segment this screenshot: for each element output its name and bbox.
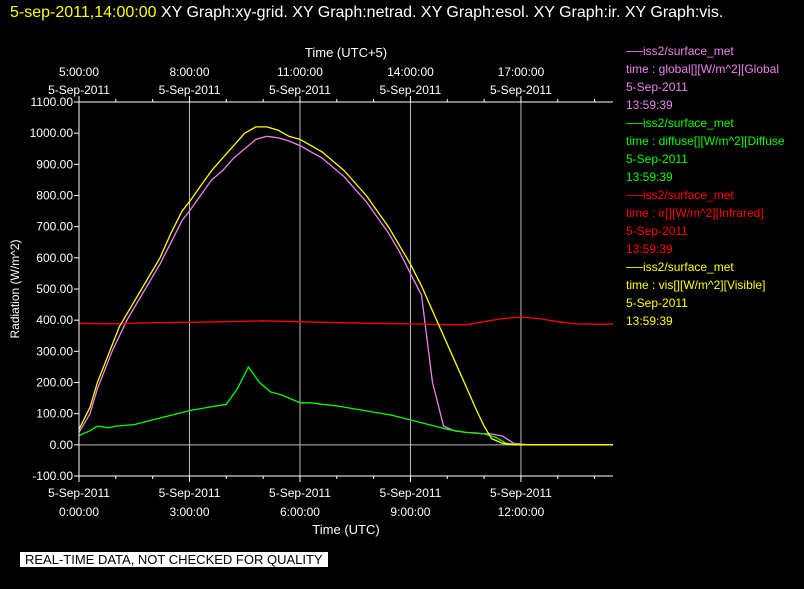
y-tick-label: 700.00	[36, 220, 73, 234]
x2-axis-title: Time (UTC+5)	[305, 45, 387, 60]
series-line-diffuse	[78, 366, 613, 446]
x-tick-label-date: 5-Sep-2011	[159, 486, 221, 500]
legend-time: 13:59:39	[626, 314, 673, 328]
x-tick-label-time: 12:00:00	[498, 505, 545, 519]
legend-item-global: ──iss2/surface_met time : global[][W/m^2…	[626, 42, 804, 114]
x2-tick-label-time: 5:00:00	[59, 65, 99, 79]
y-tick-label: 600.00	[36, 251, 73, 265]
series-lines	[78, 126, 613, 446]
y-tick-label: 0.00	[50, 438, 74, 452]
legend-time: 13:59:39	[626, 98, 673, 112]
x-tick-label-date: 5-Sep-2011	[380, 486, 442, 500]
legend-variable: time : vis[][W/m^2][Visible]	[626, 278, 766, 292]
legend-item-ir: ──iss2/surface_met time : ir[][W/m^2][In…	[626, 186, 804, 258]
legend-time: 13:59:39	[626, 170, 673, 184]
legend-date: 5-Sep-2011	[626, 296, 688, 310]
x2-tick-label-date: 5-Sep-2011	[48, 83, 110, 97]
series-line-global	[78, 135, 613, 446]
y-tick-label: 800.00	[36, 189, 73, 203]
legend-source: ──iss2/surface_met	[626, 44, 734, 58]
legend-time: 13:59:39	[626, 242, 673, 256]
axes	[74, 96, 613, 482]
y-tick-label: 300.00	[36, 344, 73, 358]
y-tick-label: 900.00	[36, 157, 73, 171]
x-tick-label-time: 6:00:00	[280, 505, 320, 519]
legend-item-vis: ──iss2/surface_met time : vis[][W/m^2][V…	[626, 258, 804, 330]
series-line-vis	[78, 126, 613, 446]
legend-source: ──iss2/surface_met	[626, 188, 734, 202]
legend-date: 5-Sep-2011	[626, 224, 688, 238]
x2-tick-label-time: 11:00:00	[277, 65, 323, 79]
x2-tick-label-time: 14:00:00	[387, 65, 434, 79]
legend-source: ──iss2/surface_met	[626, 116, 734, 130]
axis-labels: -100.00 0.00 100.00 200.00 300.00 400.00 500.0…	[8, 45, 552, 537]
title-timestamp: 5-sep-2011,14:00:00	[10, 4, 157, 21]
x-axis-title: Time (UTC)	[312, 522, 379, 537]
y-tick-label: -100.00	[32, 469, 73, 483]
grid-lines	[78, 102, 613, 476]
series-line-ir	[78, 316, 613, 326]
x2-tick-label-date: 5-Sep-2011	[159, 83, 221, 97]
x-tick-label-time: 9:00:00	[390, 505, 430, 519]
x-tick-label-date: 5-Sep-2011	[269, 486, 331, 500]
legend-item-diffuse: ──iss2/surface_met time : diffuse[][W/m^…	[626, 114, 804, 186]
x-tick-label-time: 0:00:00	[59, 505, 99, 519]
title-text: XY Graph:xy-grid. XY Graph:netrad. XY Gr…	[160, 4, 724, 21]
y-axis-title: Radiation (W/m^2)	[8, 240, 22, 339]
legend-date: 5-Sep-2011	[626, 80, 688, 94]
x2-tick-label-date: 5-Sep-2011	[490, 83, 552, 97]
x2-tick-label-time: 8:00:00	[169, 65, 209, 79]
quality-disclaimer: REAL-TIME DATA, NOT CHECKED FOR QUALITY	[20, 552, 328, 567]
legend-variable: time : diffuse[][W/m^2][Diffuse	[626, 134, 785, 148]
page-title: 5-sep-2011,14:00:00 XY Graph:xy-grid. XY…	[10, 2, 804, 24]
legend-variable: time : global[][W/m^2][Global	[626, 62, 780, 76]
x-tick-label-time: 3:00:00	[169, 505, 209, 519]
y-tick-label: 100.00	[36, 407, 73, 421]
legend-date: 5-Sep-2011	[626, 152, 688, 166]
x2-tick-label-date: 5-Sep-2011	[269, 83, 331, 97]
y-tick-label: 400.00	[36, 313, 73, 327]
x2-tick-label-date: 5-Sep-2011	[380, 83, 442, 97]
legend-variable: time : ir[][W/m^2][Infrared]	[626, 206, 764, 220]
y-tick-label: 1100.00	[31, 95, 74, 109]
x2-tick-label-time: 17:00:00	[498, 65, 545, 79]
x-tick-label-date: 5-Sep-2011	[490, 486, 552, 500]
y-tick-label: 1000.00	[30, 126, 74, 140]
y-tick-label: 200.00	[36, 376, 73, 390]
y-tick-label: 500.00	[36, 282, 73, 296]
legend-source: ──iss2/surface_met	[626, 260, 734, 274]
x-tick-label-date: 5-Sep-2011	[48, 486, 110, 500]
